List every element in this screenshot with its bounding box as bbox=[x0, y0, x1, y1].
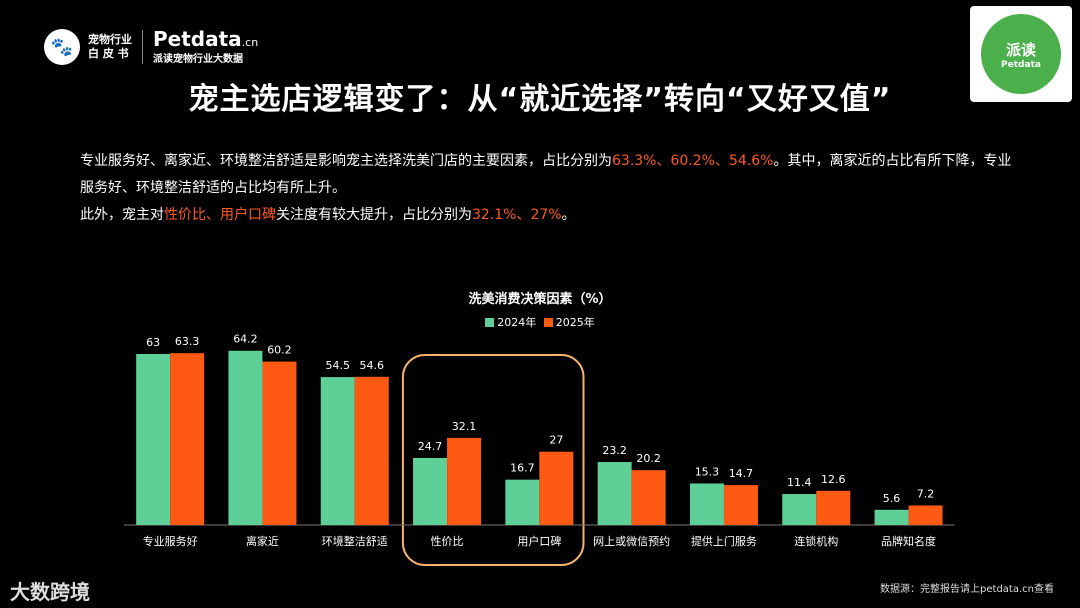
brand-suffix: .cn bbox=[241, 36, 259, 49]
data-label: 15.3 bbox=[695, 465, 720, 478]
page-title: 宠主选店逻辑变了：从“就近选择”转向“又好又值” bbox=[188, 82, 892, 117]
desc-highlight: 60.2% bbox=[670, 153, 715, 169]
desc-highlight: 性价比、用户口碑 bbox=[164, 207, 276, 223]
desc-sep: 、 bbox=[714, 153, 729, 169]
bar-2024 bbox=[228, 350, 263, 525]
pet-face-icon: 🐾 bbox=[44, 29, 80, 65]
category-label: 性价比 bbox=[431, 534, 464, 548]
data-label: 23.2 bbox=[602, 444, 627, 457]
bar-2024 bbox=[874, 509, 909, 525]
data-label: 32.1 bbox=[452, 420, 477, 433]
brand-name: Petdata.cn bbox=[153, 28, 258, 54]
logo-divider bbox=[142, 30, 143, 64]
desc-text: 此外，宠主对 bbox=[80, 207, 164, 223]
data-label: 7.2 bbox=[917, 487, 935, 500]
data-label: 63 bbox=[146, 336, 160, 349]
bar-2024 bbox=[597, 462, 632, 525]
data-label: 27 bbox=[549, 434, 563, 447]
category-label: 连锁机构 bbox=[794, 534, 838, 548]
description: 专业服务好、离家近、环境整洁舒适是影响宠主选择洗美门店的主要因素，占比分别为63… bbox=[80, 148, 1020, 229]
bar-2025 bbox=[631, 470, 666, 525]
desc-text: 。其中，离家近的占比有所下降，专业服务好、环境整洁舒适的占比均有所上升。 bbox=[80, 153, 1012, 196]
data-label: 54.5 bbox=[326, 359, 351, 372]
desc-text: 专业服务好、离家近、环境整洁舒适是影响宠主选择洗美门店的主要因素，占比分别为 bbox=[80, 153, 612, 169]
bar-2024 bbox=[320, 377, 355, 525]
brand-block: Petdata.cn 派读宠物行业大数据 bbox=[153, 28, 258, 66]
bar-2024 bbox=[505, 479, 540, 525]
data-label: 54.6 bbox=[360, 359, 385, 372]
bar-2025 bbox=[262, 361, 297, 525]
bar-2025 bbox=[816, 490, 851, 525]
description-p2: 此外，宠主对性价比、用户口碑关注度有较大提升，占比分别为32.1%、27%。 bbox=[80, 202, 1020, 229]
bar-2024 bbox=[689, 483, 724, 525]
data-label: 60.2 bbox=[267, 344, 292, 357]
data-label: 16.7 bbox=[510, 462, 535, 475]
data-label: 5.6 bbox=[883, 492, 901, 505]
category-label: 用户口碑 bbox=[517, 534, 561, 548]
category-label: 环境整洁舒适 bbox=[322, 534, 388, 548]
data-label: 20.2 bbox=[636, 452, 661, 465]
legend-swatch bbox=[543, 318, 553, 327]
bar-2025 bbox=[170, 353, 205, 525]
legend-label: 2024年 bbox=[497, 316, 537, 329]
category-label: 提供上门服务 bbox=[691, 534, 757, 548]
desc-sep: 、 bbox=[656, 153, 671, 169]
bar-2024 bbox=[413, 457, 448, 525]
bar-2025 bbox=[447, 437, 482, 525]
chart-title: 洗美消费决策因素（%） bbox=[468, 292, 612, 307]
desc-highlight: 32.1% bbox=[472, 207, 517, 223]
bar-2025 bbox=[908, 505, 943, 525]
desc-text: 。 bbox=[561, 207, 576, 223]
legend-item-2025: 2025年 bbox=[543, 316, 595, 329]
whitebook-line1: 宠物行业 bbox=[88, 33, 132, 46]
legend-label: 2025年 bbox=[555, 316, 595, 329]
desc-highlight: 27% bbox=[530, 207, 562, 223]
bar-2024 bbox=[136, 354, 171, 525]
chart-legend: 2024年 2025年 bbox=[0, 314, 1080, 330]
data-source: 数据源：完整报告请上petdata.cn查看 bbox=[880, 584, 1054, 595]
bar-2025 bbox=[539, 451, 574, 525]
data-label: 12.6 bbox=[821, 473, 846, 486]
legend-item-2024: 2024年 bbox=[485, 316, 536, 329]
description-p1: 专业服务好、离家近、环境整洁舒适是影响宠主选择洗美门店的主要因素，占比分别为63… bbox=[80, 148, 1020, 202]
category-label: 品牌知名度 bbox=[881, 534, 936, 548]
desc-highlight: 63.3% bbox=[612, 153, 657, 169]
bar-2024 bbox=[782, 494, 817, 525]
bar-2025 bbox=[723, 485, 758, 525]
data-label: 63.3 bbox=[175, 335, 200, 348]
desc-text: 关注度有较大提升，占比分别为 bbox=[276, 207, 472, 223]
whitebook-line2: 白 皮 书 bbox=[88, 47, 129, 60]
bar-2025 bbox=[354, 376, 389, 525]
whitebook-label: 宠物行业 白 皮 书 bbox=[88, 33, 132, 61]
qr-sub: Petdata bbox=[1001, 59, 1041, 70]
desc-sep: 、 bbox=[516, 207, 531, 223]
brand-subtitle: 派读宠物行业大数据 bbox=[153, 54, 243, 65]
data-label: 24.7 bbox=[418, 440, 443, 453]
qr-label: 派读 bbox=[1005, 40, 1036, 59]
category-label: 离家近 bbox=[246, 534, 279, 548]
header-logo: 🐾 宠物行业 白 皮 书 Petdata.cn 派读宠物行业大数据 bbox=[44, 28, 258, 66]
footer-brand: 大数跨境 bbox=[10, 580, 90, 604]
highlight-box bbox=[401, 354, 585, 566]
desc-highlight: 54.6% bbox=[728, 153, 774, 169]
category-label: 专业服务好 bbox=[143, 534, 198, 548]
data-label: 14.7 bbox=[729, 467, 754, 480]
legend-swatch bbox=[485, 318, 495, 327]
data-label: 64.2 bbox=[233, 333, 258, 346]
qr-code[interactable]: 派读 Petdata bbox=[970, 6, 1072, 102]
data-label: 11.4 bbox=[787, 476, 812, 489]
brand-text: Petdata bbox=[153, 27, 242, 51]
category-label: 网上或微信预约 bbox=[593, 534, 670, 548]
qr-logo: 派读 Petdata bbox=[981, 14, 1061, 94]
